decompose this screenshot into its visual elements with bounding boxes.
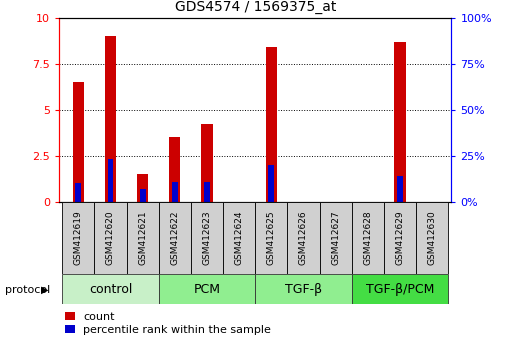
Bar — [384, 202, 416, 274]
Bar — [62, 274, 159, 304]
Text: TGF-β: TGF-β — [285, 283, 322, 296]
Text: GSM412622: GSM412622 — [170, 211, 180, 265]
Bar — [266, 47, 277, 202]
Bar — [140, 189, 146, 202]
Text: GSM412625: GSM412625 — [267, 211, 276, 266]
Bar — [127, 202, 159, 274]
Bar — [73, 82, 84, 202]
Text: GSM412623: GSM412623 — [203, 211, 211, 266]
Bar — [223, 202, 255, 274]
Bar — [105, 36, 116, 202]
Bar — [75, 183, 81, 202]
Legend: count, percentile rank within the sample: count, percentile rank within the sample — [65, 312, 271, 335]
Text: GSM412628: GSM412628 — [363, 211, 372, 266]
Text: GSM412627: GSM412627 — [331, 211, 340, 266]
Bar — [268, 165, 274, 202]
Bar — [397, 176, 403, 202]
Text: PCM: PCM — [193, 283, 221, 296]
Bar — [416, 202, 448, 274]
Bar — [62, 202, 94, 274]
Bar — [352, 274, 448, 304]
Bar — [169, 137, 181, 202]
Bar — [94, 202, 127, 274]
Bar — [201, 125, 212, 202]
Text: TGF-β/PCM: TGF-β/PCM — [366, 283, 434, 296]
Bar — [191, 202, 223, 274]
Bar — [137, 174, 148, 202]
Bar — [255, 274, 352, 304]
Bar — [320, 202, 352, 274]
Text: GSM412619: GSM412619 — [74, 211, 83, 266]
Bar — [394, 42, 406, 202]
Text: control: control — [89, 283, 132, 296]
Bar — [159, 202, 191, 274]
Bar — [108, 159, 113, 202]
Text: GSM412630: GSM412630 — [428, 211, 437, 266]
Title: GDS4574 / 1569375_at: GDS4574 / 1569375_at — [174, 0, 336, 14]
Bar — [287, 202, 320, 274]
Text: GSM412624: GSM412624 — [234, 211, 244, 265]
Bar — [352, 202, 384, 274]
Text: GSM412621: GSM412621 — [138, 211, 147, 266]
Text: GSM412620: GSM412620 — [106, 211, 115, 266]
Bar — [159, 274, 255, 304]
Text: ▶: ▶ — [41, 285, 48, 295]
Text: protocol: protocol — [5, 285, 50, 295]
Text: GSM412626: GSM412626 — [299, 211, 308, 266]
Bar — [255, 202, 287, 274]
Bar — [172, 182, 177, 202]
Text: GSM412629: GSM412629 — [396, 211, 404, 266]
Bar — [204, 182, 210, 202]
